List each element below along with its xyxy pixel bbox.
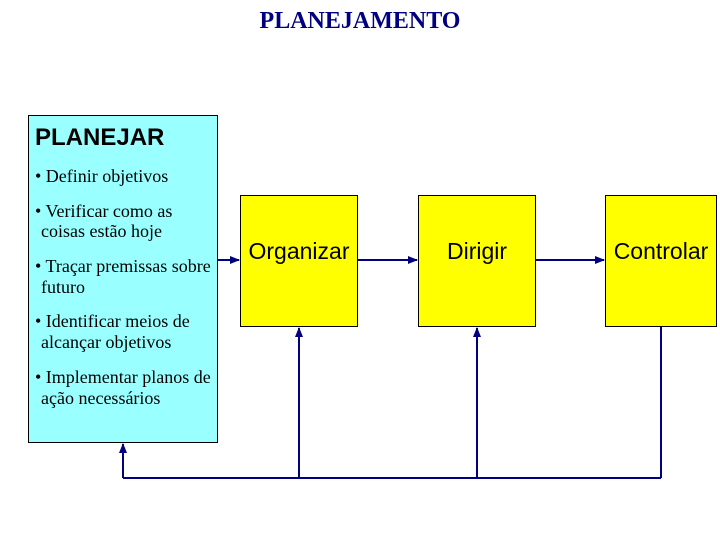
bullet-item: • Implementar planos de ação necessários	[35, 367, 211, 408]
controlar-label: Controlar	[606, 238, 716, 265]
planejar-heading: PLANEJAR	[35, 124, 211, 152]
page-title: PLANEJAMENTO	[0, 8, 720, 35]
bullet-item: • Traçar premissas sobre futuro	[35, 256, 211, 297]
bullet-item: • Verificar como as coisas estão hoje	[35, 201, 211, 242]
organizar-box: Organizar	[240, 195, 358, 327]
organizar-label: Organizar	[241, 238, 357, 265]
planejar-box: PLANEJAR • Definir objetivos • Verificar…	[28, 115, 218, 443]
bullet-item: • Identificar meios de alcançar objetivo…	[35, 311, 211, 352]
bullet-item: • Definir objetivos	[35, 166, 211, 187]
dirigir-box: Dirigir	[418, 195, 536, 327]
dirigir-label: Dirigir	[419, 238, 535, 265]
controlar-box: Controlar	[605, 195, 717, 327]
